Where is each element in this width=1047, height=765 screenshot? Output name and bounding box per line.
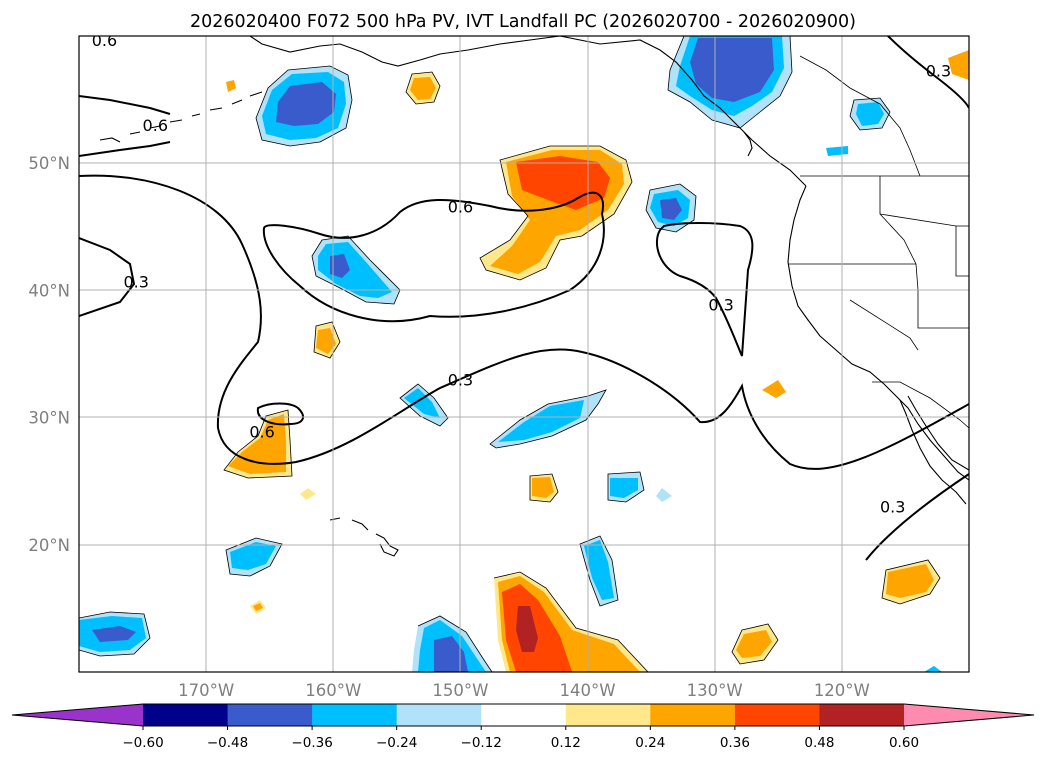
colorbar-tick-label: 0.12 <box>551 735 581 751</box>
lon-tick-label: 160°W <box>305 681 361 700</box>
colorbar-tick-label: −0.24 <box>376 735 417 751</box>
colorbar-tick-label: −0.60 <box>122 735 163 751</box>
contour-label: 0.3 <box>448 370 473 389</box>
contour-labels: 0.6 0.6 0.3 0.6 0.3 0.6 0.3 0.3 0.3 <box>92 31 952 517</box>
lat-tick-label: 50°N <box>28 154 70 173</box>
colorbar-extend-high <box>904 704 1034 726</box>
ivt-contours <box>79 36 969 561</box>
colorbar-tick-label: 0.48 <box>804 735 834 751</box>
colorbar-tick-label: −0.48 <box>207 735 248 751</box>
colorbar-swatch <box>312 704 398 726</box>
contour-label: 0.3 <box>926 61 951 80</box>
colorbar-swatch <box>396 704 482 726</box>
map-panel: 0.6 0.6 0.3 0.6 0.3 0.6 0.3 0.3 0.3 <box>79 31 969 672</box>
colorbar-swatch <box>227 704 313 726</box>
lat-tick-label: 30°N <box>28 409 70 428</box>
lon-tick-label: 120°W <box>814 681 870 700</box>
contour-label: 0.6 <box>448 197 473 216</box>
map-frame <box>78 35 970 673</box>
lat-tick-label: 40°N <box>28 281 70 300</box>
contour-label: 0.3 <box>708 295 733 314</box>
colorbar: −0.60 −0.48 −0.36 −0.24 −0.12 0.12 0.24 0.36 0.4… <box>11 703 1035 751</box>
colorbar-swatch <box>819 704 905 726</box>
lat-tick-label: 20°N <box>28 536 70 555</box>
graticule <box>79 36 969 672</box>
political-borders <box>788 55 969 429</box>
contour-label: 0.6 <box>92 31 117 50</box>
lon-tick-label: 130°W <box>687 681 743 700</box>
pv-outlines <box>79 36 941 672</box>
contour-label: 0.6 <box>143 116 168 135</box>
colorbar-tick-label: 0.24 <box>635 735 665 751</box>
colorbar-tick-label: −0.12 <box>461 735 502 751</box>
longitude-labels: 170°W 160°W 150°W 140°W 130°W 120°W <box>178 681 870 700</box>
lon-tick-label: 140°W <box>560 681 616 700</box>
latitude-labels: 20°N 30°N 40°N 50°N <box>28 154 70 555</box>
pv-shading <box>79 36 969 672</box>
colorbar-tick-label: 0.60 <box>889 735 919 751</box>
lon-tick-label: 170°W <box>178 681 234 700</box>
colorbar-swatch <box>650 704 736 726</box>
colorbar-swatch <box>143 704 229 726</box>
contour-label: 0.3 <box>880 498 905 517</box>
colorbar-tick-label: 0.36 <box>720 735 750 751</box>
contour-label: 0.6 <box>249 423 274 442</box>
colorbar-swatch <box>481 704 567 726</box>
lon-tick-label: 150°W <box>432 681 488 700</box>
colorbar-extend-low <box>12 704 143 726</box>
colorbar-swatch <box>565 704 651 726</box>
colorbar-tick-label: −0.36 <box>291 735 332 751</box>
figure-title: 2026020400 F072 500 hPa PV, IVT Landfall… <box>190 12 856 32</box>
colorbar-swatch <box>734 704 820 726</box>
contour-label: 0.3 <box>123 272 148 291</box>
